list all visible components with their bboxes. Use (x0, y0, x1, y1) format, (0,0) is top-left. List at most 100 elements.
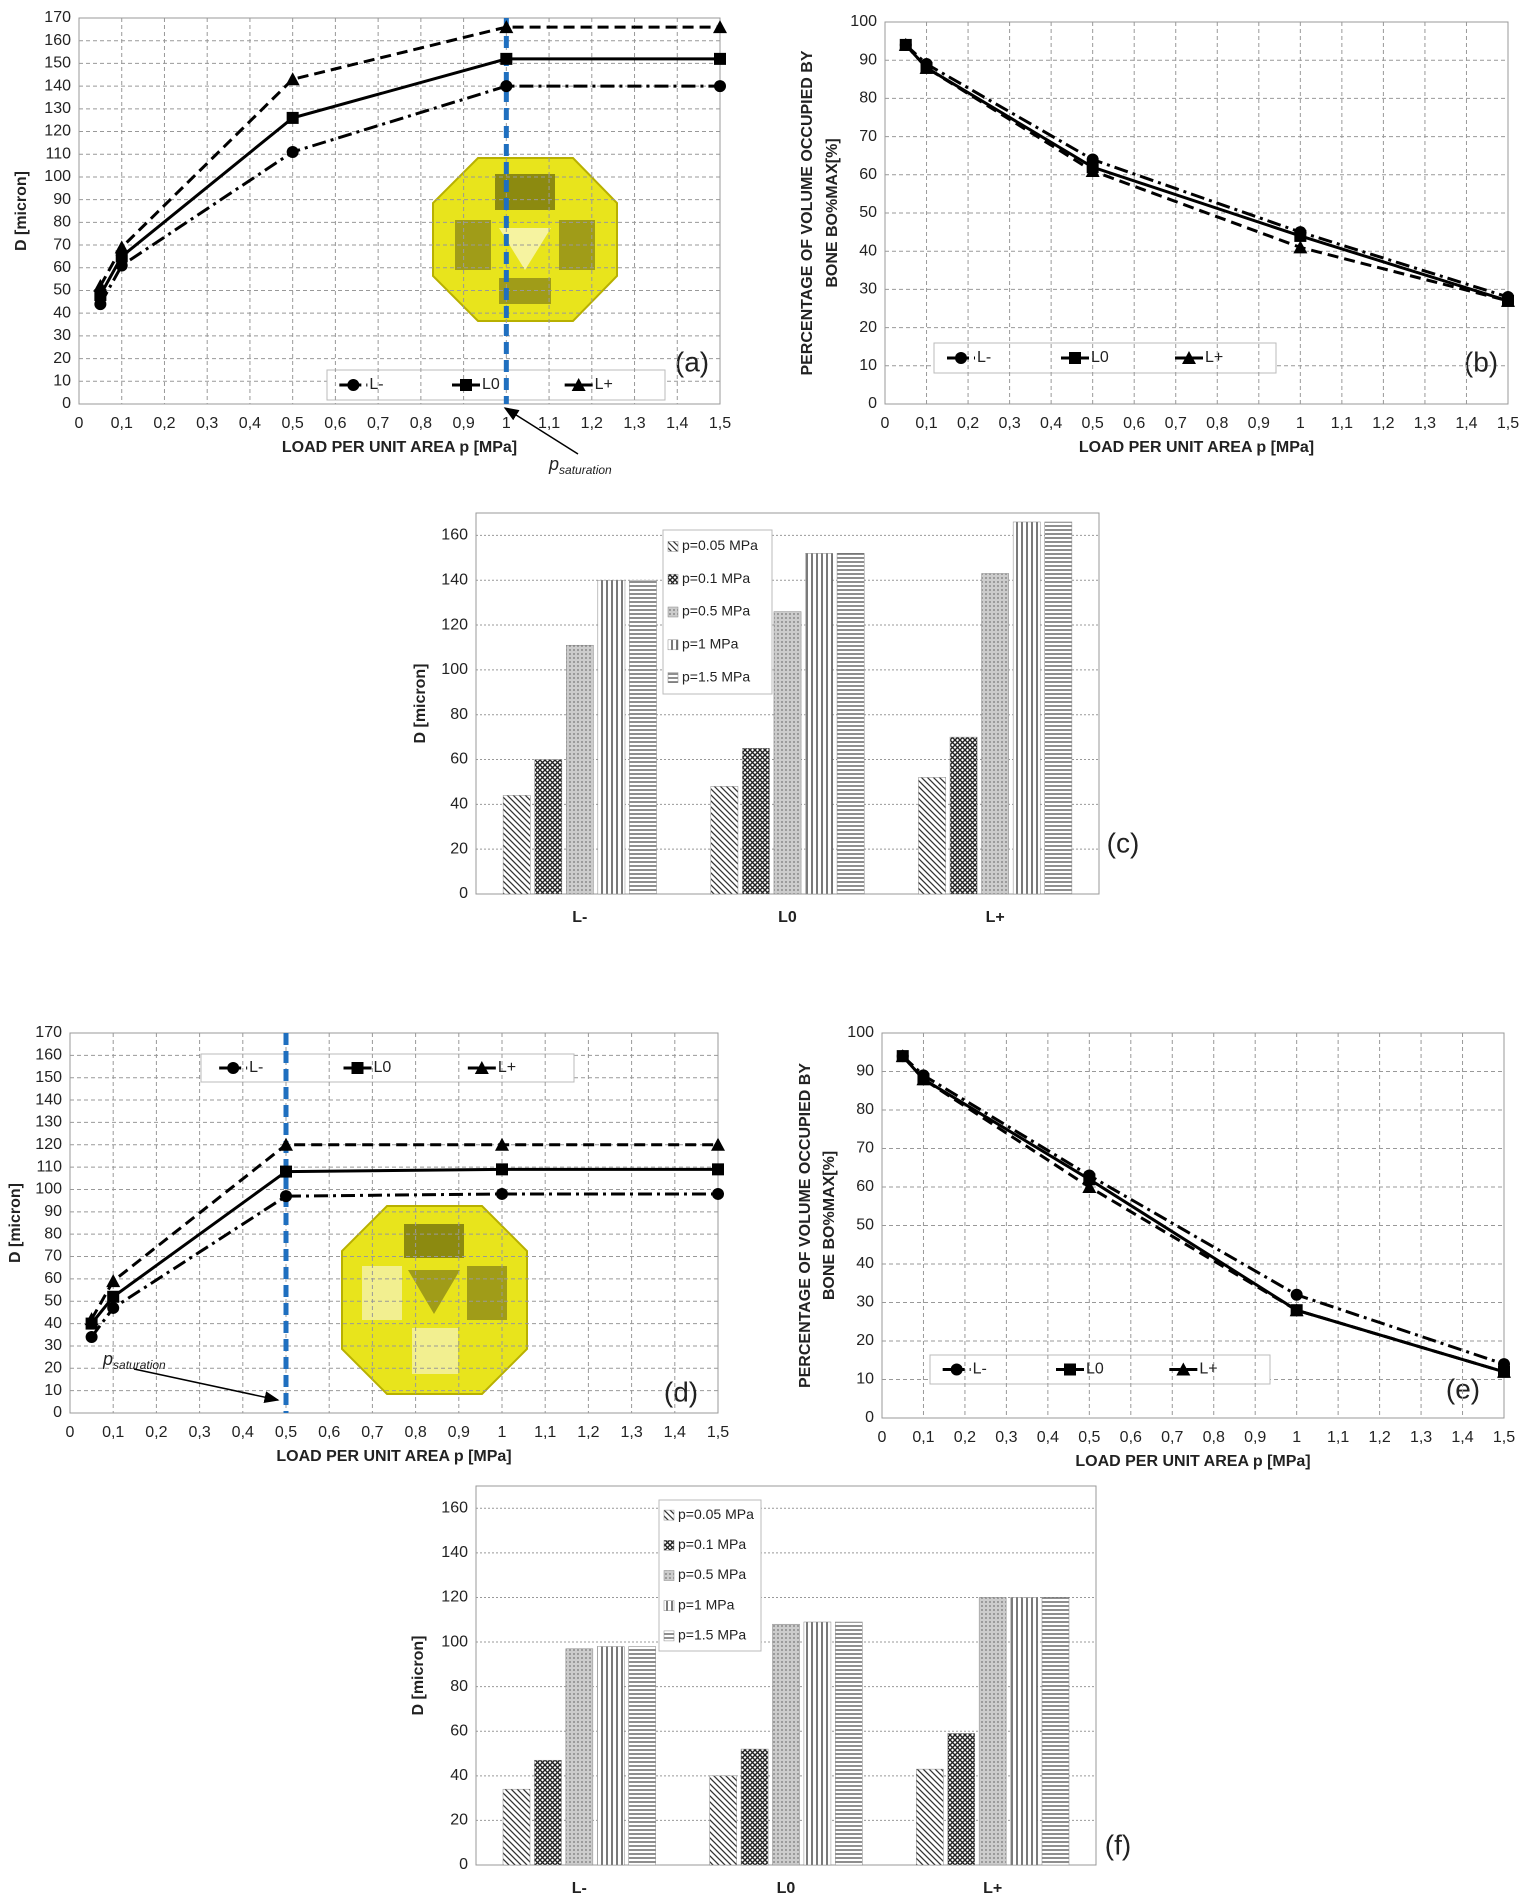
y-tick-label: 140 (441, 1544, 468, 1561)
x-axis-label: LOAD PER UNIT AREA p [MPa] (276, 1448, 511, 1465)
marker (713, 20, 727, 33)
y-tick-label: 100 (847, 1024, 874, 1041)
legend-label: L- (977, 349, 991, 366)
y-tick-label: 50 (856, 1217, 874, 1234)
bar (629, 580, 656, 894)
x-tick-label: 0,1 (915, 415, 937, 432)
y-tick-label: 140 (35, 1091, 62, 1108)
legend-swatch (664, 1540, 674, 1550)
bar (598, 580, 625, 894)
y-tick-label: 160 (441, 1500, 468, 1517)
y-tick-label: 100 (44, 168, 71, 185)
legend-label: L0 (374, 1059, 392, 1076)
y-tick-label: 80 (859, 90, 877, 107)
x-tick-label: 0,5 (1078, 1429, 1100, 1446)
marker (496, 1163, 508, 1175)
legend-label: p=1 MPa (678, 1596, 735, 1612)
bar (629, 1647, 656, 1865)
y-tick-label: 30 (856, 1294, 874, 1311)
bar (742, 748, 769, 894)
bar (918, 777, 945, 894)
panel-label: (f) (1105, 1829, 1131, 1860)
x-tick-label: 0,9 (1244, 1429, 1266, 1446)
y-tick-label: 0 (459, 885, 468, 902)
legend-label: p=1 MPa (682, 636, 739, 652)
x-tick-label: 1,2 (581, 415, 603, 432)
y-tick-label: 20 (859, 319, 877, 336)
x-tick-label: 0,1 (102, 1424, 124, 1441)
x-tick-label: 0,4 (232, 1424, 254, 1441)
y-tick-label: 170 (35, 1024, 62, 1041)
x-tick-label: L0 (777, 1880, 796, 1897)
x-tick-label: 1 (1292, 1429, 1301, 1446)
bar (711, 786, 738, 894)
x-tick-label: 0,1 (912, 1429, 934, 1446)
panel-label: (d) (664, 1376, 698, 1407)
x-tick-label: 0,5 (1082, 415, 1104, 432)
bar (916, 1769, 943, 1865)
y-axis-label: PERCENTAGE OF VOLUME OCCUPIED BY (799, 50, 816, 375)
series-line (903, 1056, 1504, 1372)
y-tick-label: 60 (450, 751, 468, 768)
figure: 0102030405060708090100110120130140150160… (0, 0, 1520, 1899)
y-tick-label: 130 (35, 1114, 62, 1131)
x-tick-label: 0,5 (282, 415, 304, 432)
x-tick-label: 1,5 (709, 415, 731, 432)
y-tick-label: 40 (856, 1255, 874, 1272)
y-tick-label: 60 (450, 1722, 468, 1739)
saturation-label: psaturation (102, 1349, 166, 1372)
legend-label: p=0.1 MPa (678, 1536, 746, 1552)
x-tick-label: 1,1 (1327, 1429, 1349, 1446)
y-tick-label: 20 (53, 350, 71, 367)
y-tick-label: 100 (441, 661, 468, 678)
marker (280, 1166, 292, 1178)
legend-label: p=0.1 MPa (682, 570, 750, 586)
x-tick-label: 0,6 (324, 415, 346, 432)
legend-label: p=0.05 MPa (682, 537, 758, 553)
y-tick-label: 150 (35, 1069, 62, 1086)
legend-label: p=1.5 MPa (682, 668, 750, 684)
x-tick-label: 1,4 (1455, 415, 1477, 432)
y-tick-label: 110 (45, 145, 71, 162)
x-tick-label: 1,5 (1493, 1429, 1515, 1446)
marker (955, 352, 967, 364)
series-line (100, 86, 720, 304)
bar (804, 1622, 831, 1865)
y-tick-label: 80 (856, 1101, 874, 1118)
x-tick-label: 0 (881, 415, 890, 432)
x-tick-label: 1,4 (664, 1424, 686, 1441)
legend-swatch (668, 640, 678, 650)
page: {"chart_data": [ {"type": "line", "panel… (0, 0, 1520, 1899)
legend-label: p=0.5 MPa (682, 603, 750, 619)
marker (1064, 1364, 1076, 1376)
legend-swatch (664, 1631, 674, 1641)
y-tick-label: 70 (53, 236, 71, 253)
bar (597, 1647, 624, 1865)
x-tick-label: 0,4 (1037, 1429, 1059, 1446)
legend-swatch (668, 607, 678, 617)
x-tick-label: 0,6 (1120, 1429, 1142, 1446)
y-tick-label: 90 (53, 191, 71, 208)
y-tick-label: 30 (53, 327, 71, 344)
y-tick-label: 40 (53, 304, 71, 321)
plot-area (79, 18, 720, 404)
marker (714, 53, 726, 65)
bar (566, 645, 593, 894)
x-tick-label: L+ (983, 1880, 1002, 1897)
y-tick-label: 20 (450, 840, 468, 857)
y-tick-label: 50 (44, 1292, 62, 1309)
y-tick-label: 0 (53, 1404, 62, 1421)
x-tick-label: 0,4 (1040, 415, 1062, 432)
x-tick-label: 0,2 (145, 1424, 167, 1441)
x-tick-label: 1,1 (534, 1424, 556, 1441)
legend-label: L+ (498, 1059, 516, 1076)
series-line (906, 45, 1508, 301)
x-tick-label: 0 (878, 1429, 887, 1446)
y-axis-label: D [micron] (410, 1636, 427, 1716)
marker (287, 112, 299, 124)
y-tick-label: 10 (44, 1382, 62, 1399)
y-tick-label: 0 (868, 395, 877, 412)
y-tick-label: 60 (859, 166, 877, 183)
series-line (100, 27, 720, 286)
x-tick-label: 0,8 (404, 1424, 426, 1441)
